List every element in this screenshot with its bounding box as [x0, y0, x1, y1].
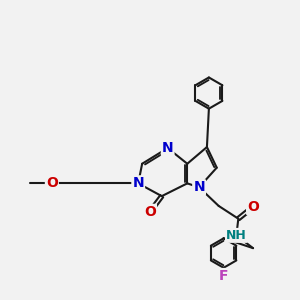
Text: N: N	[132, 176, 144, 190]
Text: O: O	[46, 176, 58, 190]
Text: N: N	[162, 141, 173, 155]
Text: NH: NH	[226, 229, 247, 242]
Text: F: F	[219, 269, 228, 283]
Text: O: O	[247, 200, 259, 214]
Text: N: N	[193, 180, 205, 194]
Text: O: O	[144, 205, 156, 219]
